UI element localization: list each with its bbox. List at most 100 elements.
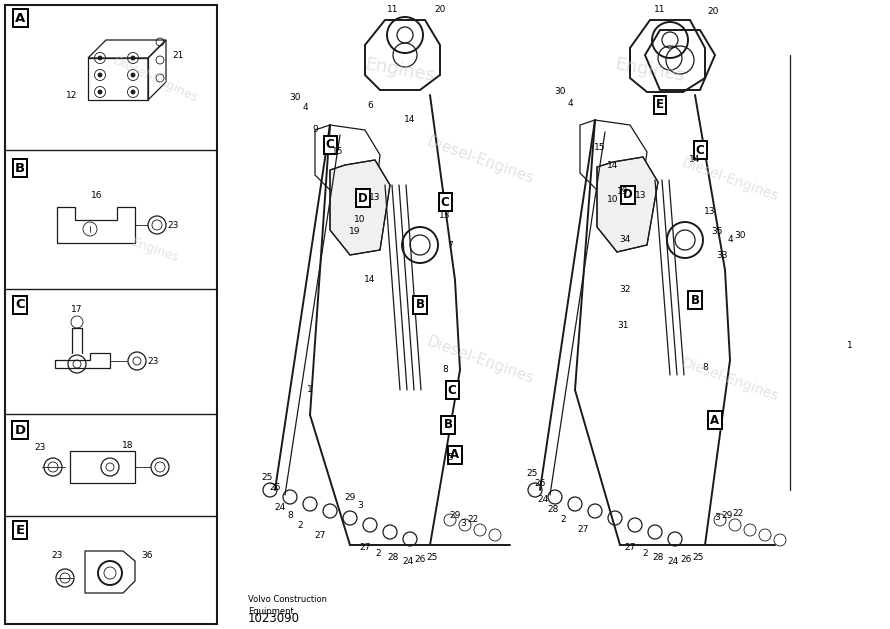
Text: 26: 26	[415, 555, 425, 564]
Text: E: E	[656, 99, 664, 111]
Text: 19: 19	[349, 228, 360, 237]
Text: B: B	[443, 418, 452, 431]
Text: A: A	[450, 448, 459, 462]
Text: 15: 15	[332, 147, 344, 157]
Text: 33: 33	[716, 250, 728, 260]
Circle shape	[98, 73, 102, 77]
Text: 3: 3	[714, 513, 720, 523]
Text: 17: 17	[71, 306, 83, 314]
Text: Diesel-Engines: Diesel-Engines	[425, 333, 536, 386]
Text: 30: 30	[289, 94, 301, 103]
Text: 15: 15	[595, 143, 606, 152]
Text: 14: 14	[690, 155, 700, 165]
Text: 23: 23	[35, 442, 45, 452]
Text: 23: 23	[148, 357, 158, 365]
Text: B: B	[691, 294, 700, 306]
Text: 14: 14	[607, 160, 619, 169]
Text: 23: 23	[52, 550, 62, 560]
Text: A: A	[710, 413, 719, 426]
Text: C: C	[441, 196, 449, 208]
Text: 4: 4	[727, 235, 732, 245]
Text: 13: 13	[440, 211, 450, 220]
Text: 27: 27	[624, 543, 635, 552]
Text: 11: 11	[654, 6, 666, 14]
Text: Volvo Construction
Equipment: Volvo Construction Equipment	[248, 595, 327, 616]
Text: 26: 26	[270, 484, 280, 493]
Text: 7: 7	[447, 240, 453, 250]
Circle shape	[98, 90, 102, 94]
Text: 19: 19	[618, 187, 628, 196]
Text: 16: 16	[92, 191, 102, 199]
Text: 13: 13	[635, 191, 647, 199]
Text: 28: 28	[387, 554, 399, 562]
Text: Diesel-Engines: Diesel-Engines	[110, 55, 199, 106]
Text: C: C	[326, 138, 335, 152]
Text: 10: 10	[354, 216, 366, 225]
Text: 29: 29	[449, 511, 461, 520]
Text: 18: 18	[122, 440, 134, 450]
Text: 24: 24	[668, 557, 679, 567]
Circle shape	[131, 90, 135, 94]
Text: 4: 4	[567, 99, 573, 108]
Text: D: D	[358, 191, 368, 204]
Text: 34: 34	[619, 235, 631, 245]
Text: 27: 27	[314, 530, 326, 540]
Bar	[5, 5, 217, 624]
Text: 36: 36	[142, 550, 153, 560]
Text: B: B	[15, 162, 25, 174]
Text: 2: 2	[643, 548, 648, 557]
Text: 8: 8	[702, 364, 708, 372]
Text: Diesel-Engines: Diesel-Engines	[680, 156, 781, 204]
Text: 23: 23	[167, 221, 179, 230]
Text: D: D	[623, 189, 633, 201]
Text: Engines: Engines	[130, 235, 181, 265]
Circle shape	[98, 56, 102, 60]
Text: B: B	[416, 299, 425, 311]
Text: D: D	[14, 423, 26, 437]
Text: Engines: Engines	[363, 55, 436, 85]
Text: C: C	[696, 143, 704, 157]
Text: 31: 31	[618, 321, 628, 330]
Text: E: E	[15, 523, 25, 537]
Text: 25: 25	[426, 554, 438, 562]
Text: 24: 24	[538, 496, 548, 504]
Text: 26: 26	[680, 555, 692, 564]
Text: 11: 11	[387, 6, 399, 14]
Text: C: C	[15, 299, 25, 311]
Text: 6: 6	[368, 101, 373, 109]
Text: 13: 13	[704, 208, 716, 216]
Text: 30: 30	[554, 87, 566, 96]
Text: 1: 1	[307, 386, 313, 394]
Circle shape	[131, 73, 135, 77]
Text: 24: 24	[402, 557, 414, 567]
Text: 28: 28	[652, 554, 664, 562]
Text: 24: 24	[274, 503, 286, 511]
Text: 25: 25	[526, 469, 538, 479]
Text: 8: 8	[442, 365, 448, 374]
Text: 25: 25	[262, 474, 272, 482]
Text: 22: 22	[732, 508, 744, 518]
Text: 28: 28	[547, 506, 559, 515]
Text: 5: 5	[447, 454, 453, 462]
Text: 4: 4	[303, 104, 308, 113]
Text: Engines: Engines	[613, 55, 686, 85]
Text: 21: 21	[173, 50, 183, 60]
Text: 1023090: 1023090	[248, 612, 300, 625]
Text: 25: 25	[692, 552, 704, 562]
Text: 3: 3	[357, 501, 363, 509]
Text: 2: 2	[297, 521, 303, 530]
Text: 35: 35	[711, 228, 723, 237]
Text: A: A	[15, 11, 25, 25]
Text: 29: 29	[721, 511, 732, 520]
Text: 2: 2	[376, 548, 381, 557]
Text: 3: 3	[460, 518, 465, 528]
Text: 32: 32	[619, 286, 631, 294]
Text: 20: 20	[434, 6, 446, 14]
Text: 12: 12	[67, 91, 77, 99]
Polygon shape	[597, 157, 658, 252]
Text: Diesel-Engines: Diesel-Engines	[680, 356, 781, 404]
Text: 9: 9	[312, 126, 318, 135]
Text: 13: 13	[369, 194, 381, 203]
Text: 2: 2	[560, 516, 566, 525]
Text: 8: 8	[287, 511, 293, 520]
